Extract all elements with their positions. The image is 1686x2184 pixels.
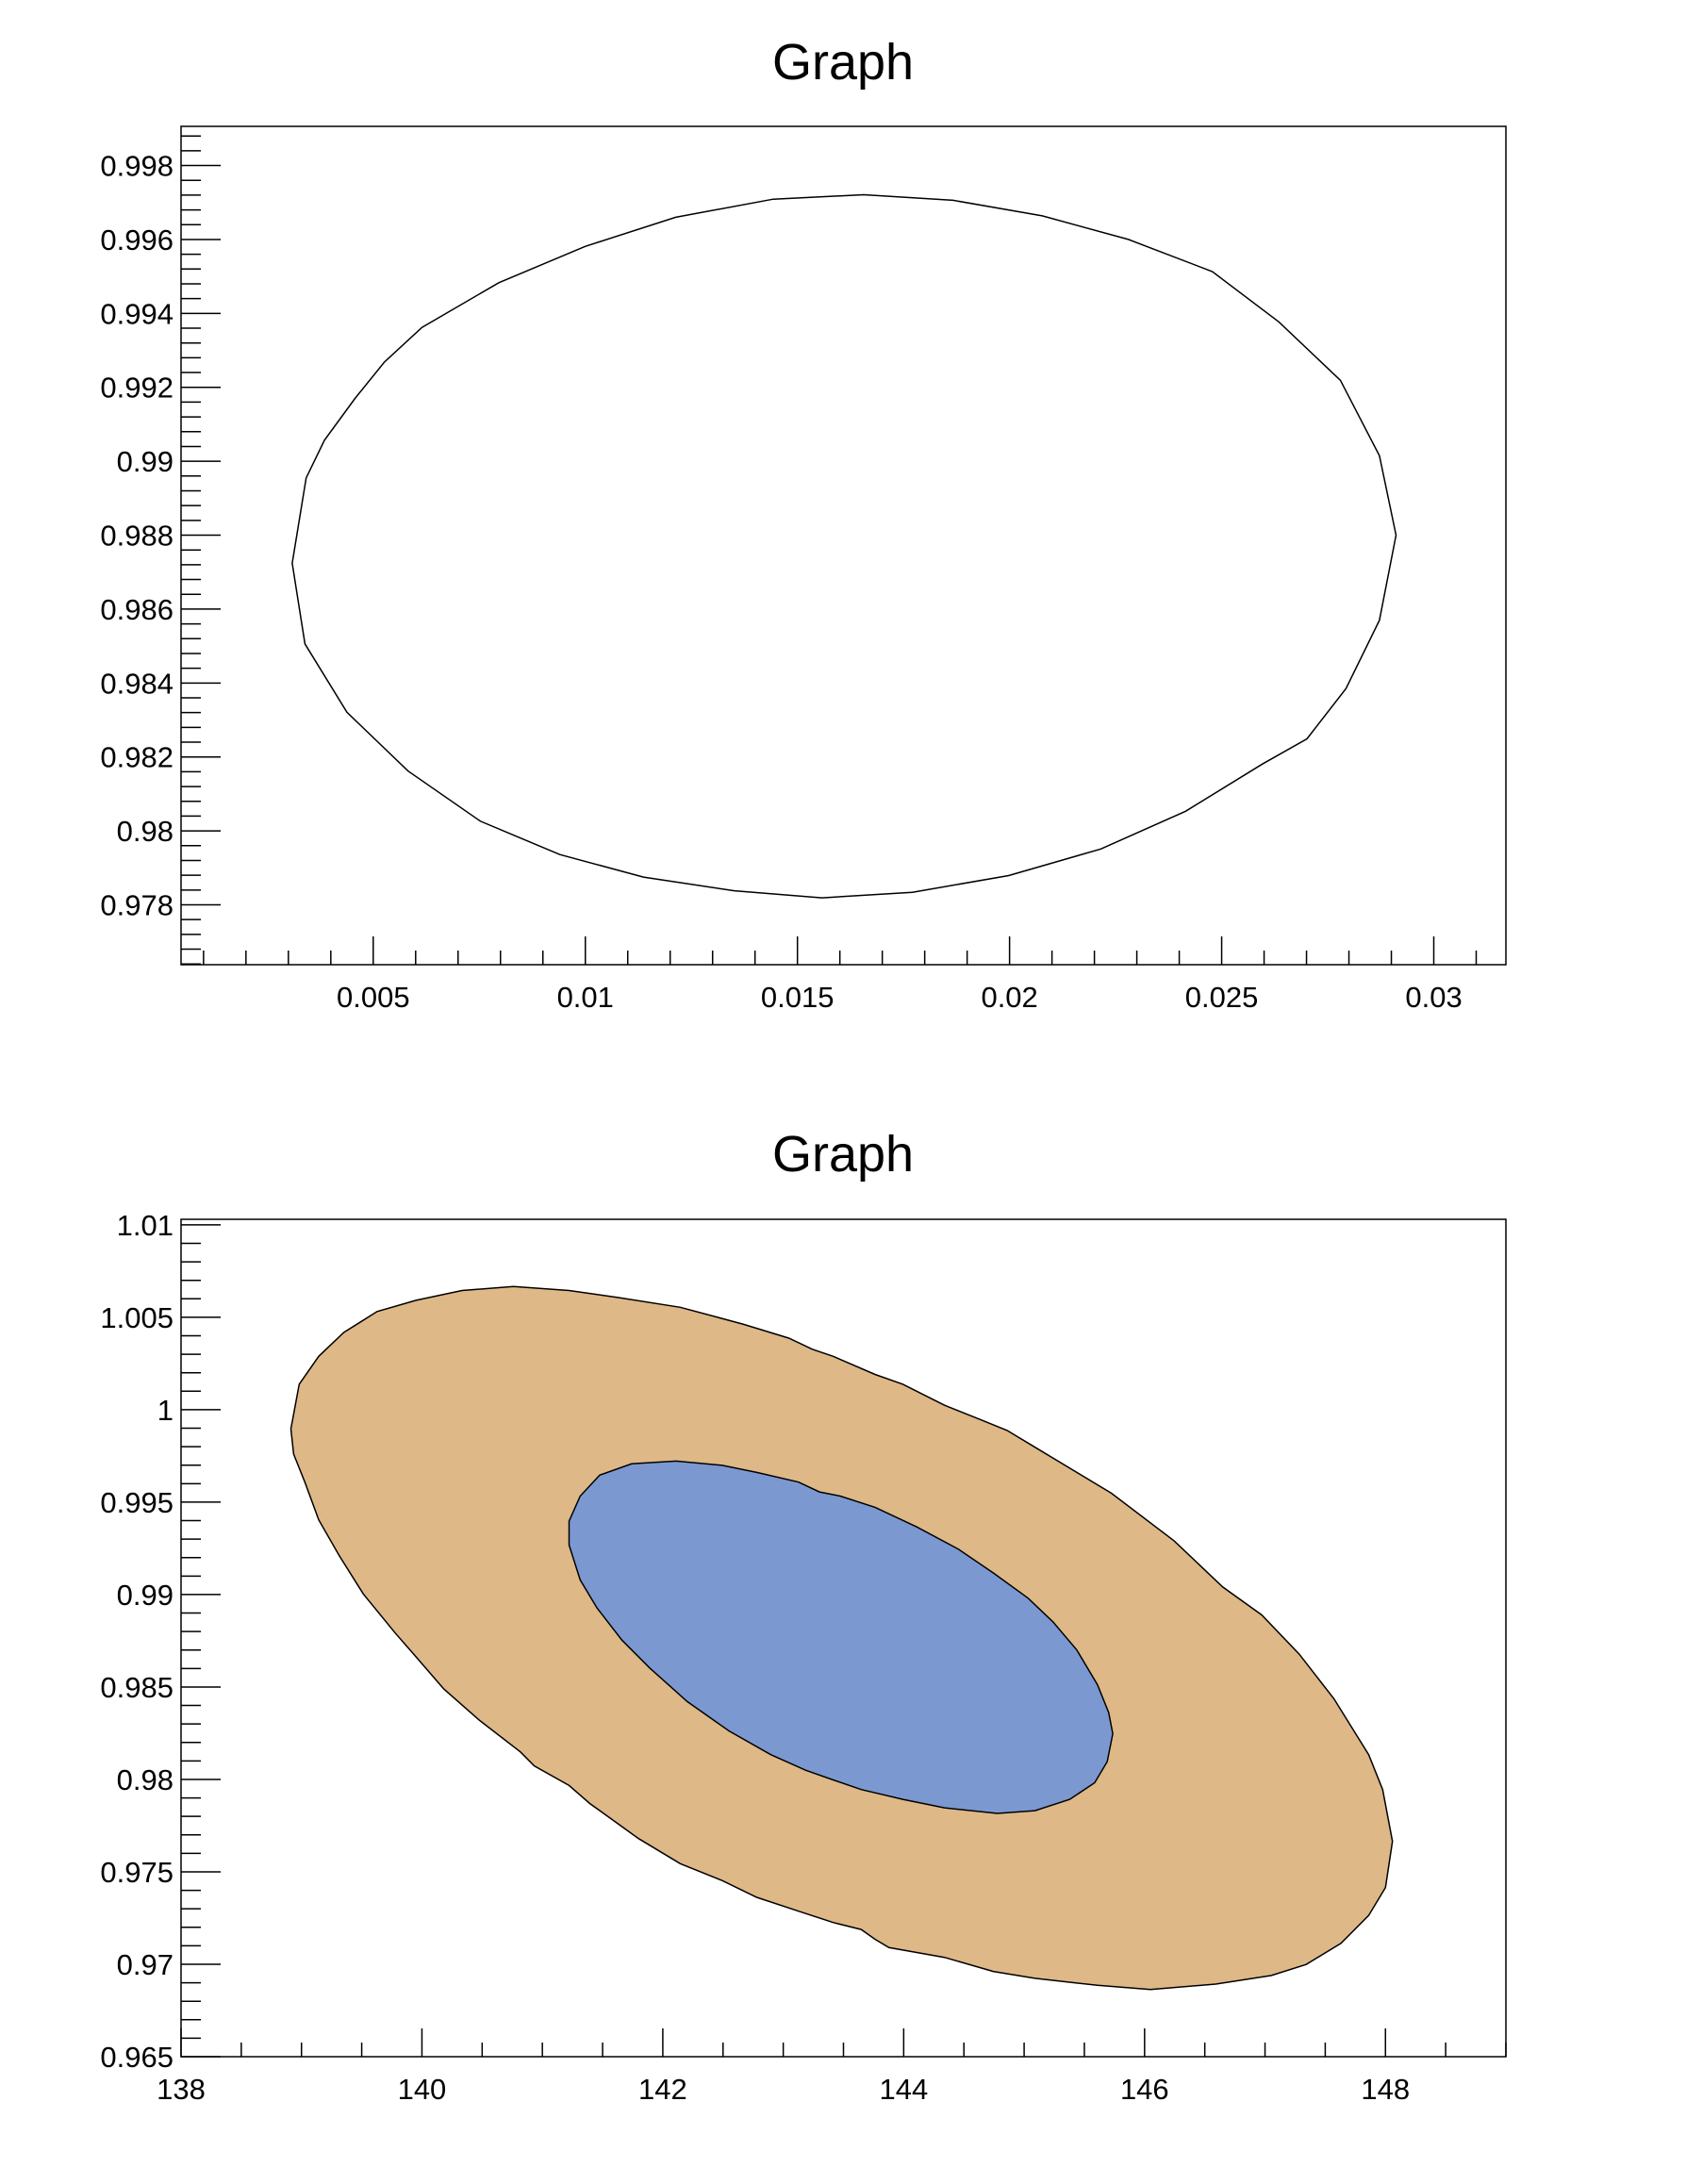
y-tick-label: 0.97 (117, 1948, 174, 1981)
y-tick-label: 0.995 (100, 1486, 174, 1519)
y-tick-label: 0.986 (100, 593, 174, 626)
y-tick-label: 0.99 (117, 1579, 174, 1612)
y-tick-label: 0.984 (100, 667, 174, 700)
x-tick-label: 0.005 (337, 981, 410, 1014)
x-tick-label: 148 (1361, 2073, 1410, 2106)
x-tick-label: 0.02 (981, 981, 1037, 1014)
chart-title: Graph (772, 1126, 914, 1183)
y-tick-label: 0.978 (100, 889, 174, 922)
y-tick-label: 0.992 (100, 372, 174, 405)
y-tick-label: 0.98 (117, 815, 174, 848)
contour-polygon (291, 193, 1397, 899)
inner-contour-polygon (568, 1460, 1114, 1814)
y-tick-label: 0.98 (117, 1763, 174, 1796)
y-tick-label: 0.988 (100, 520, 174, 553)
x-tick-label: 142 (638, 2073, 687, 2106)
x-tick-label: 146 (1120, 2073, 1169, 2106)
plot-frame (180, 125, 1507, 966)
y-tick-label: 0.975 (100, 1856, 174, 1889)
x-tick-label: 0.03 (1405, 981, 1462, 1014)
top-plot: Graph 0.005 0.01 0.015 0.02 0.025 0.03 0.978 0.… (100, 34, 1507, 1014)
y-tick-label: 0.99 (117, 445, 174, 478)
y-tick-label: 0.994 (100, 297, 174, 330)
x-tick-label: 138 (157, 2073, 206, 2106)
y-tick-label: 1.01 (117, 1209, 174, 1242)
x-tick-label: 0.015 (761, 981, 835, 1014)
y-tick-label: 0.996 (100, 223, 174, 256)
y-tick-label: 1.005 (100, 1301, 174, 1334)
y-tick-label: 1 (157, 1394, 174, 1427)
x-tick-label: 0.025 (1185, 981, 1259, 1014)
x-tick-label: 140 (398, 2073, 447, 2106)
x-tick-label: 0.01 (557, 981, 614, 1014)
bottom-plot: Graph 138 140 142 144 146 148 0.965 0.97 0.975 0.… (100, 1126, 1507, 2106)
x-tick-label: 144 (879, 2073, 928, 2106)
chart-title: Graph (772, 34, 914, 91)
y-tick-label: 0.982 (100, 741, 174, 774)
y-tick-label: 0.965 (100, 2041, 174, 2074)
y-tick-label: 0.998 (100, 150, 174, 183)
y-tick-label: 0.985 (100, 1671, 174, 1704)
